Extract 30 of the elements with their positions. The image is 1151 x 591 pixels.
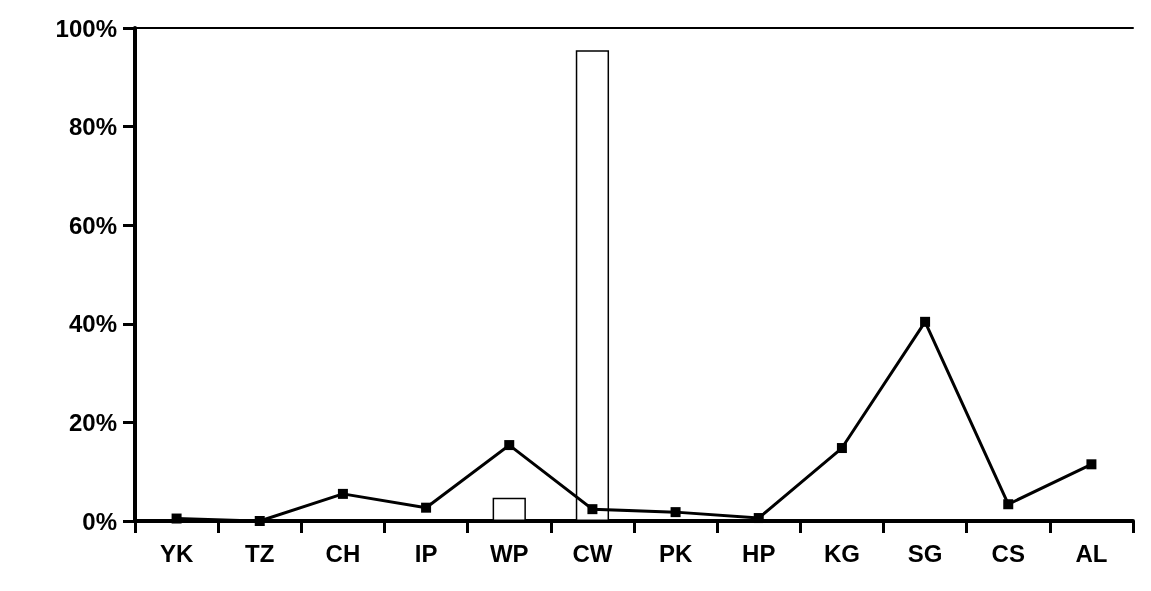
x-tick-label: TZ bbox=[245, 539, 275, 567]
x-tick-label: SG bbox=[907, 539, 943, 567]
x-tick-label: IP bbox=[414, 539, 438, 567]
point bbox=[920, 316, 931, 327]
x-tick-label: CW bbox=[572, 539, 613, 567]
point bbox=[753, 513, 764, 524]
x-tick-label: WP bbox=[489, 539, 529, 567]
x-tick-label: HP bbox=[742, 539, 776, 567]
point bbox=[670, 507, 681, 518]
y-tick-label: 20% bbox=[68, 408, 117, 436]
y-tick-label: 80% bbox=[68, 113, 117, 141]
y-tick-label: 40% bbox=[68, 310, 117, 338]
point bbox=[421, 502, 432, 513]
x-tick-label: YK bbox=[159, 539, 194, 567]
point bbox=[171, 513, 182, 524]
x-tick-label: PK bbox=[658, 539, 693, 567]
point bbox=[836, 443, 847, 454]
point bbox=[504, 440, 515, 451]
point bbox=[587, 504, 598, 515]
x-tick-label: CS bbox=[991, 539, 1025, 567]
point bbox=[337, 488, 348, 499]
x-tick-label: KG bbox=[823, 539, 860, 567]
point bbox=[1003, 499, 1014, 510]
y-tick-label: 0% bbox=[82, 507, 117, 535]
x-tick-label: CH bbox=[325, 539, 361, 567]
y-tick-label: 100% bbox=[55, 14, 117, 42]
y-tick-label: 60% bbox=[68, 211, 117, 239]
point bbox=[1086, 459, 1097, 470]
x-tick-label: AL bbox=[1075, 539, 1108, 567]
point bbox=[254, 516, 265, 526]
